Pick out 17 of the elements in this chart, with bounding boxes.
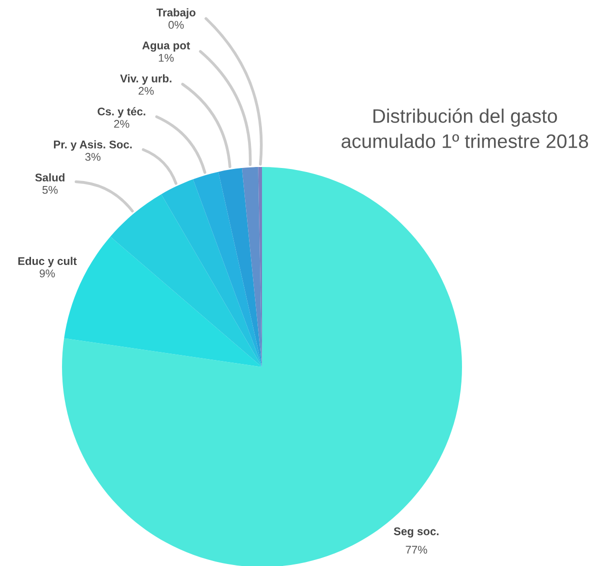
- data-label: 77%: [406, 546, 428, 554]
- slice-label: Cs. y téc.: [98, 107, 146, 118]
- text: Distribución del gasto acumulado 1º trimestre 2018: [342, 108, 588, 148]
- slice-label: Salud: [35, 173, 64, 182]
- data-label: 2%: [114, 120, 130, 128]
- data-label: 0%: [168, 20, 184, 29]
- data-label: 9%: [40, 270, 55, 278]
- data-label: 3%: [85, 152, 100, 161]
- slice-label: Seg soc.: [394, 527, 438, 538]
- slice-label: Pr. y Asis. Soc.: [54, 140, 132, 151]
- data-label: 2%: [138, 86, 154, 95]
- slice-label: Trabajo: [156, 8, 196, 19]
- data-label: 5%: [42, 186, 58, 194]
- slice-label: Educ y cult: [18, 256, 77, 268]
- slice-label: Viv. y urb.: [120, 74, 172, 85]
- slice-label: Agua pot: [142, 42, 190, 52]
- data-label: 1%: [158, 54, 174, 62]
